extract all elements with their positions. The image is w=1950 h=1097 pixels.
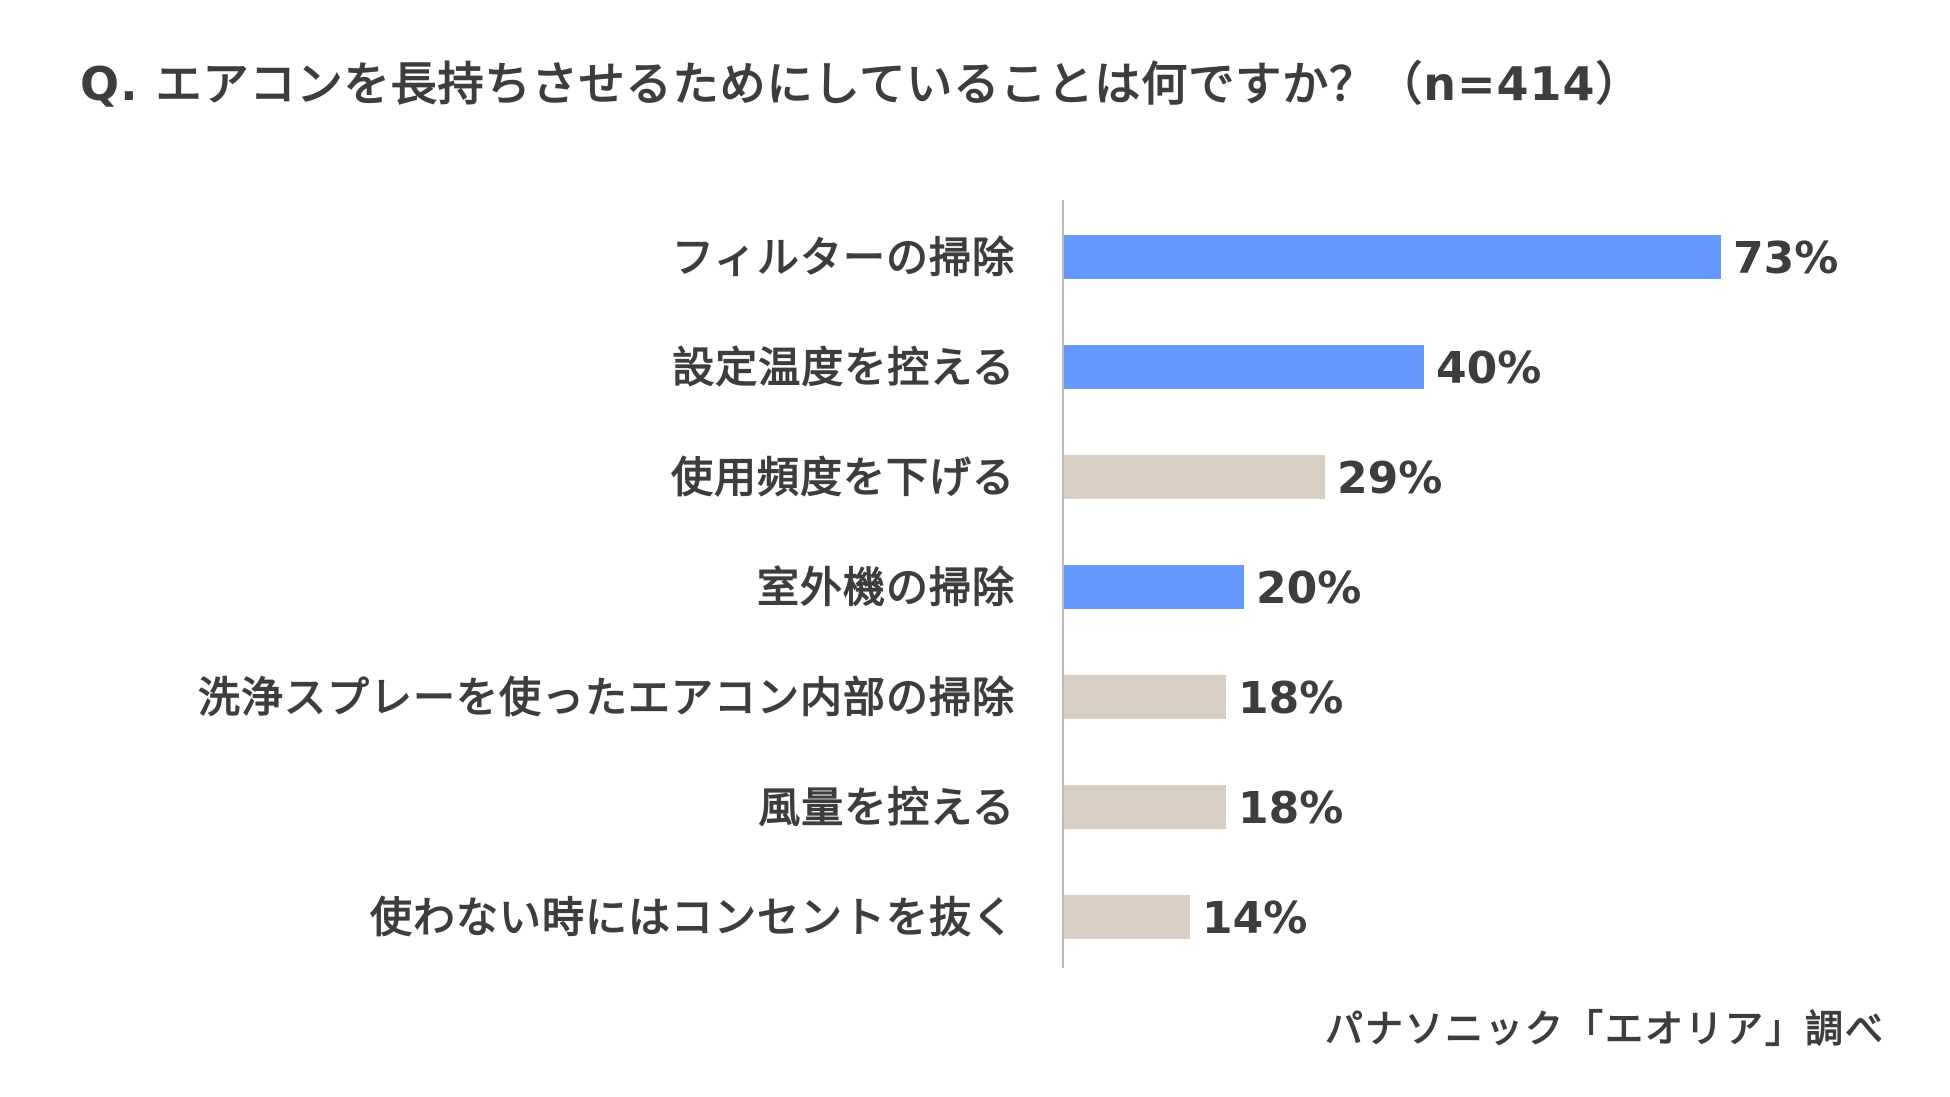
bar [1064, 675, 1226, 719]
category-label: 使わない時にはコンセントを抜く [370, 893, 1015, 942]
value-label: 18% [1238, 673, 1343, 724]
category-label: 使用頻度を下げる [671, 453, 1015, 502]
bar [1064, 235, 1721, 279]
chart-title: Q. エアコンを長持ちさせるためにしていることは何ですか？（n=414） [80, 57, 1643, 111]
bar [1064, 785, 1226, 829]
category-label: 室外機の掃除 [757, 563, 1015, 612]
bar [1064, 455, 1325, 499]
value-label: 29% [1337, 453, 1442, 504]
bar [1064, 895, 1190, 939]
value-label: 73% [1733, 233, 1838, 284]
source-note: パナソニック「エオリア」調べ [1324, 1007, 1885, 1051]
bar [1064, 345, 1424, 389]
value-label: 14% [1202, 893, 1307, 944]
bars-group: フィルターの掃除 73% 設定温度を控える 40% 使用頻度を下げる 29% 室外機の掃除 2… [198, 233, 1838, 944]
category-label: フィルターの掃除 [672, 233, 1015, 282]
value-label: 20% [1256, 563, 1361, 614]
bar [1064, 565, 1244, 609]
category-label: 風量を控える [758, 783, 1015, 832]
value-label: 40% [1436, 343, 1541, 394]
value-label: 18% [1238, 783, 1343, 834]
category-label: 洗浄スプレーを使ったエアコン内部の掃除 [198, 673, 1015, 722]
category-label: 設定温度を控える [672, 343, 1015, 392]
